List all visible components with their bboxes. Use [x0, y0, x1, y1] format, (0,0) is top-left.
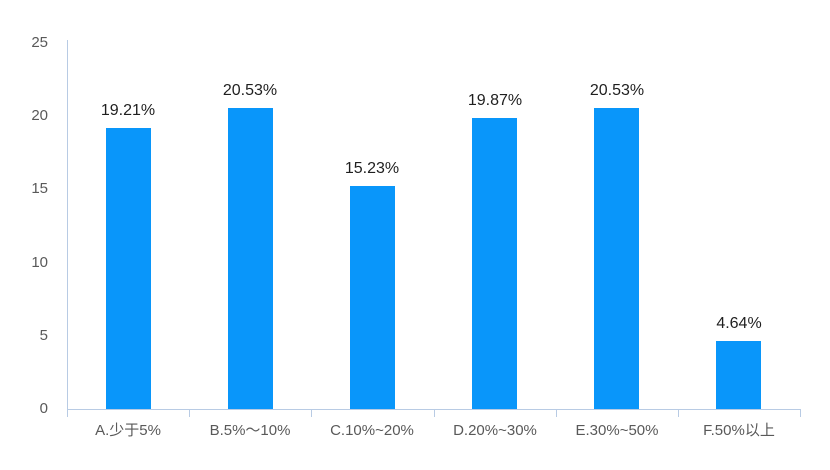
bar-value-label: 19.21%: [100, 102, 156, 119]
bar-value-label: 15.23%: [344, 160, 400, 177]
bar: [106, 128, 151, 409]
bar-value-label: 20.53%: [589, 82, 645, 99]
x-axis-tick: [67, 409, 68, 417]
x-axis-tick: [189, 409, 190, 417]
y-axis-line: [67, 40, 68, 417]
bar-value-label: 4.64%: [716, 315, 762, 332]
x-axis-category-label: C.10%~20%: [330, 422, 414, 439]
x-axis-tick: [311, 409, 312, 417]
bar: [594, 108, 639, 409]
x-axis-category-label: A.少于5%: [95, 422, 161, 439]
x-axis-line: [67, 409, 800, 410]
y-axis-tick-label: 10: [31, 253, 48, 271]
y-axis-tick-label: 5: [39, 326, 48, 344]
bar: [716, 341, 761, 409]
bar-value-label: 20.53%: [222, 82, 278, 99]
x-axis-tick: [678, 409, 679, 417]
y-axis-tick-label: 25: [31, 34, 48, 51]
y-axis-tick-label: 20: [31, 107, 48, 125]
y-axis-tick-label: 0: [39, 400, 48, 417]
x-axis-tick: [556, 409, 557, 417]
x-axis-category-label: D.20%~30%: [453, 422, 537, 439]
x-axis-category-label: F.50%以上: [703, 422, 775, 439]
bar: [350, 186, 395, 409]
x-axis-category-label: B.5%～10%: [209, 422, 291, 439]
x-axis-tick: [800, 409, 801, 417]
y-axis-tick-label: 15: [31, 180, 48, 198]
x-axis-tick: [434, 409, 435, 417]
x-axis-category-label: E.30%~50%: [575, 422, 659, 439]
bar-value-label: 19.87%: [467, 92, 523, 109]
bar: [228, 108, 273, 409]
bar: [472, 118, 517, 409]
